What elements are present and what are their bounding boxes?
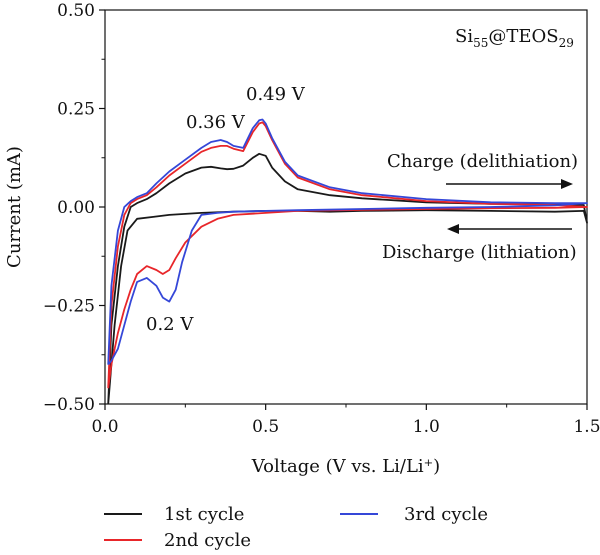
- y-axis-title: Current (mA): [4, 146, 25, 268]
- annotation-discharge: Discharge (lithiation): [382, 242, 577, 263]
- series-line-1st-cycle: [107, 152, 588, 405]
- y-tick-label: 0.50: [57, 1, 95, 21]
- x-tick-label: 1.5: [573, 417, 600, 437]
- sample-label: Si55@TEOS29: [455, 26, 574, 50]
- x-tick-label: 0.5: [252, 417, 279, 437]
- annotation-peak-049: 0.49 V: [246, 84, 306, 105]
- x-tick-label: 1.0: [413, 417, 440, 437]
- legend-label-1st-cycle: 1st cycle: [164, 504, 244, 525]
- legend-label-3rd-cycle: 3rd cycle: [404, 504, 488, 525]
- y-tick-label: 0.00: [57, 198, 95, 218]
- x-axis-title: Voltage (V vs. Li/Li⁺): [251, 456, 440, 477]
- series-layer: [107, 118, 588, 405]
- charge-arrow-head: [561, 179, 573, 189]
- annotation-peak-036: 0.36 V: [186, 112, 246, 133]
- y-tick-label: −0.50: [43, 395, 95, 415]
- series-line-3rd-cycle: [107, 118, 588, 366]
- legend-label-2nd-cycle: 2nd cycle: [164, 530, 251, 551]
- legend: 1st cycle 2nd cycle 3rd cycle: [104, 504, 488, 551]
- y-tick-label: −0.25: [43, 297, 95, 317]
- x-tick-label: 0.0: [91, 417, 118, 437]
- series-line-2nd-cycle: [107, 121, 588, 389]
- annotation-peak-02: 0.2 V: [146, 314, 194, 335]
- tick-layer: 0.0 0.5 1.0 1.5 0.50 0.25 0.00 −0.25 −0.50: [43, 1, 600, 437]
- annotation-charge: Charge (delithiation): [387, 151, 578, 172]
- y-tick-label: 0.25: [57, 100, 95, 120]
- discharge-arrow-head: [447, 224, 459, 234]
